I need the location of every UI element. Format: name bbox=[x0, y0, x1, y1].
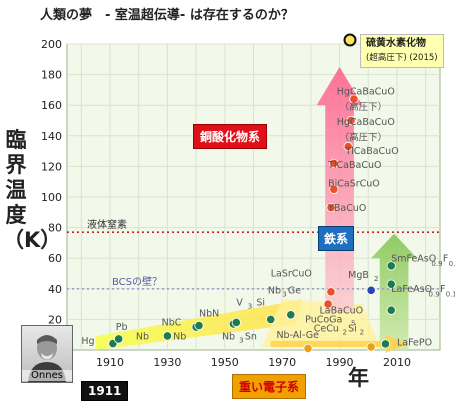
point-label: Nb bbox=[268, 285, 281, 296]
y-tick-label: 160 bbox=[41, 99, 62, 112]
point-label: PuCoGa bbox=[305, 314, 342, 325]
x-axis-title: 年 bbox=[348, 366, 369, 390]
data-point bbox=[286, 310, 296, 320]
data-point bbox=[343, 141, 353, 152]
reference-line-label: 液体窒素 bbox=[87, 218, 127, 231]
y-tick-label: 40 bbox=[48, 283, 62, 296]
point-label: 0.9 bbox=[429, 290, 440, 298]
chart-title: 人類の夢 - 室温超伝導- は存在するのか？ bbox=[40, 8, 294, 23]
h2s-callout: 硫黄水素化物 (超高圧下) (2015) bbox=[360, 34, 444, 68]
y-axis-title: 臨界温度（K） bbox=[3, 128, 62, 252]
data-point bbox=[329, 158, 339, 168]
point-label: Nb bbox=[173, 331, 186, 342]
point-label: Nb bbox=[222, 331, 235, 342]
point-label: 5 bbox=[351, 320, 355, 328]
point-label: 0.9 bbox=[431, 260, 442, 268]
point-label: （高圧下） bbox=[340, 131, 388, 143]
onnes-portrait: Onnes bbox=[21, 325, 73, 383]
point-label: Ge bbox=[288, 285, 301, 296]
point-label: Nb-Al-Ge bbox=[276, 330, 319, 341]
data-point bbox=[266, 314, 276, 324]
data-point bbox=[386, 261, 396, 271]
x-tick-label: 1950 bbox=[211, 356, 239, 369]
cuprate-label: 銅酸化物系 bbox=[193, 124, 268, 149]
reference-line-label: BCSの壁？ bbox=[112, 275, 162, 288]
point-label: 2 bbox=[342, 329, 346, 337]
point-label: 0.1 bbox=[449, 260, 455, 268]
point-label: TlCaBaCuO bbox=[344, 146, 398, 157]
point-label: Sn bbox=[245, 331, 257, 342]
x-tick-label: 2010 bbox=[383, 356, 411, 369]
point-label: BiCaSrCuO bbox=[328, 178, 380, 189]
point-label: HgCaBaCuO bbox=[337, 86, 395, 97]
point-label: YBaCuO bbox=[327, 203, 366, 214]
data-point bbox=[329, 184, 339, 194]
point-label: F bbox=[440, 284, 445, 295]
point-label: 2 bbox=[374, 275, 378, 283]
x-tick-label: 1970 bbox=[268, 356, 296, 369]
data-point bbox=[326, 203, 336, 213]
x-tick-label: 1990 bbox=[326, 356, 354, 369]
iron-arrow bbox=[371, 233, 418, 350]
point-label: Hg bbox=[81, 336, 94, 347]
point-label: F bbox=[443, 253, 448, 264]
point-label: 2 bbox=[360, 329, 364, 337]
data-point bbox=[349, 94, 359, 104]
point-label: NbC bbox=[162, 318, 182, 329]
data-point bbox=[326, 287, 336, 297]
point-label: 3 bbox=[239, 336, 243, 344]
y-tick-label: 180 bbox=[41, 69, 62, 82]
point-label: HgCaBaCuO bbox=[337, 117, 395, 128]
point-label: CeCu bbox=[314, 324, 339, 335]
point-label: V bbox=[236, 298, 243, 309]
point-label: NbN bbox=[199, 308, 219, 319]
x-tick-label: 1910 bbox=[96, 356, 124, 369]
point-label: Pb bbox=[116, 322, 128, 333]
data-point bbox=[346, 115, 356, 126]
data-point bbox=[194, 320, 204, 331]
point-label: （高圧下） bbox=[340, 101, 388, 113]
y-tick-label: 120 bbox=[41, 160, 62, 173]
point-label: SmFeAsO bbox=[391, 253, 436, 264]
point-label: TlCaBaCuO bbox=[327, 160, 381, 171]
h2s-point bbox=[343, 33, 357, 47]
iron-label: 鉄系 bbox=[318, 226, 355, 251]
point-label: MgB bbox=[348, 270, 369, 281]
point-label: LaSrCuO bbox=[271, 269, 312, 280]
point-label: Si bbox=[348, 324, 357, 335]
data-point bbox=[386, 305, 396, 315]
data-point bbox=[114, 334, 124, 344]
y-tick-label: 80 bbox=[48, 222, 62, 235]
h2s-subtitle: (超高圧下) (2015) bbox=[366, 53, 438, 63]
y-tick-label: 60 bbox=[48, 252, 62, 265]
point-label: Si bbox=[256, 298, 265, 309]
data-point bbox=[162, 331, 173, 341]
y-tick-label: 20 bbox=[48, 313, 62, 326]
data-point bbox=[366, 285, 376, 295]
onnes-year: 1911 bbox=[81, 381, 129, 401]
data-point bbox=[380, 339, 391, 349]
data-point bbox=[231, 317, 241, 328]
onnes-label: Onnes bbox=[22, 370, 72, 381]
heavy-fermion-label: 重い電子系 bbox=[232, 374, 307, 399]
heavy-fermion-arrow bbox=[270, 334, 409, 354]
point-label: 0.1 bbox=[446, 290, 455, 298]
point-label: LaBaCuO bbox=[319, 305, 363, 316]
y-tick-label: 140 bbox=[41, 130, 62, 143]
point-label: LaFeAsO bbox=[391, 284, 432, 295]
y-tick-label: 100 bbox=[41, 191, 62, 204]
y-tick-label: 200 bbox=[41, 38, 62, 51]
data-point bbox=[323, 299, 333, 309]
point-label: 3 bbox=[282, 290, 286, 298]
data-point bbox=[303, 343, 313, 354]
data-point bbox=[386, 279, 396, 289]
point-label: Nb bbox=[136, 331, 149, 342]
point-label: 3 bbox=[248, 303, 252, 311]
point-label: LaFePO bbox=[397, 337, 432, 348]
data-point bbox=[366, 342, 376, 352]
x-tick-label: 1930 bbox=[153, 356, 181, 369]
h2s-title: 硫黄水素化物 bbox=[366, 38, 426, 49]
